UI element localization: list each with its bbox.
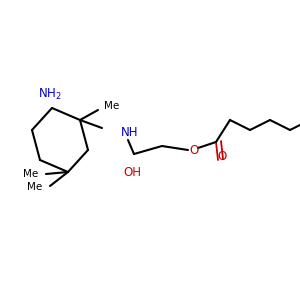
Text: OH: OH bbox=[123, 166, 141, 178]
Text: O: O bbox=[218, 149, 226, 163]
Text: NH$_2$: NH$_2$ bbox=[38, 86, 62, 101]
Text: Me: Me bbox=[23, 169, 38, 179]
Text: Me: Me bbox=[104, 101, 119, 111]
Text: NH: NH bbox=[121, 125, 139, 139]
Text: O: O bbox=[189, 143, 199, 157]
Text: Me: Me bbox=[27, 182, 42, 192]
